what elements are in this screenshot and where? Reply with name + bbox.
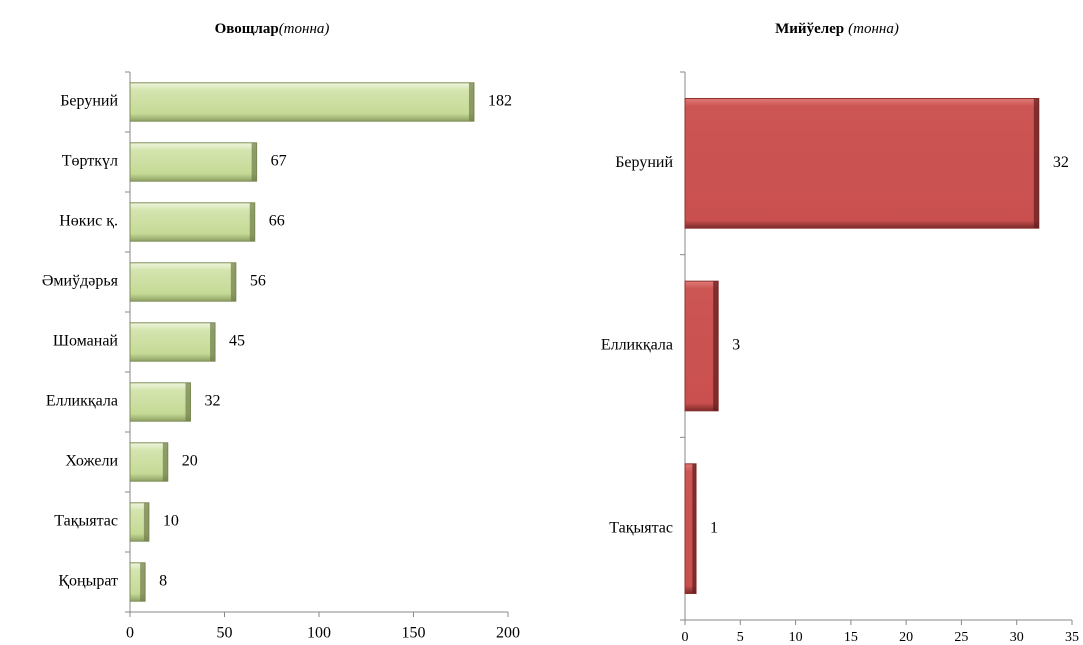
value-label: 66 [269,213,285,230]
value-label: 32 [204,393,220,410]
bar [129,442,169,482]
x-tick-label: 200 [496,625,520,642]
bar-edge [162,442,168,482]
bar [684,280,719,412]
bar [684,97,1040,229]
category-label: Төрткүл [62,153,118,170]
x-tick-label: 0 [682,630,689,645]
chart-title: Мийўелер (тонна) [775,21,899,37]
value-label: 3 [732,337,740,354]
value-label: 32 [1053,154,1069,171]
bar [129,142,258,182]
value-label: 1 [710,519,718,536]
title-main: Овощлар [215,21,279,37]
bar [129,82,475,122]
x-tick-label: 25 [954,630,968,645]
category-label: Беруний [615,154,673,171]
bar-edge [140,562,146,602]
bar-edge [713,281,719,411]
bar-edge [251,142,257,182]
bar-edge [692,463,697,594]
value-label: 56 [250,273,266,290]
category-label: Әмиўдәрья [42,273,119,290]
category-label: Нөкис қ. [59,213,118,230]
value-label: 67 [271,153,287,170]
title-main: Мийўелер [775,21,844,37]
bar [129,202,256,242]
bar-edge [249,202,255,242]
bar-edge [1033,98,1039,229]
bar-edge [468,82,474,122]
x-tick-label: 150 [402,625,426,642]
bar-edge [230,262,236,302]
value-label: 182 [488,93,512,110]
chart-title: Овощлар(тонна) [215,21,330,37]
bar-edge [185,382,191,422]
bar-edge [143,502,149,542]
x-tick-label: 20 [899,630,913,645]
x-tick-label: 30 [1010,630,1024,645]
value-label: 8 [159,573,167,590]
x-tick-label: 15 [844,630,858,645]
x-tick-label: 35 [1065,630,1079,645]
title-unit: (тонна) [279,21,330,37]
category-label: Шоманай [53,333,119,350]
bar [129,262,237,302]
x-tick-label: 10 [789,630,803,645]
x-tick-label: 0 [126,625,134,642]
bar-edge [210,322,216,362]
category-label: Беруний [60,93,118,110]
category-label: Тақыятас [54,513,118,530]
value-label: 20 [182,453,198,470]
value-label: 10 [163,513,179,530]
bar [129,322,216,362]
category-label: Елликқала [601,337,673,354]
category-label: Хожели [65,453,118,470]
category-label: Тақыятас [609,519,673,536]
x-tick-label: 50 [217,625,233,642]
category-label: Қоңырат [58,573,118,590]
title-unit: (тонна) [848,21,899,37]
value-label: 45 [229,333,245,350]
x-tick-label: 100 [307,625,331,642]
x-tick-label: 5 [737,630,744,645]
bar [129,382,191,422]
category-label: Елликқала [46,393,118,410]
